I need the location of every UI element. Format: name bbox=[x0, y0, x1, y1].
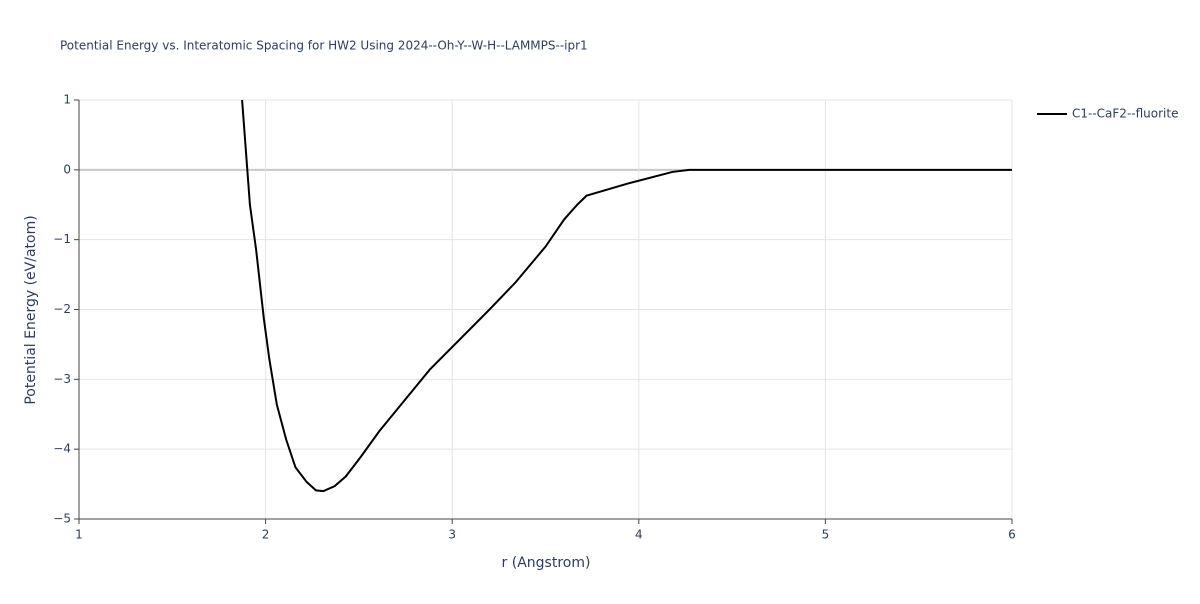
x-axis-label: r (Angstrom) bbox=[502, 555, 591, 571]
line-series bbox=[241, 99, 1012, 493]
y-tick-label: −3 bbox=[53, 372, 71, 386]
x-tick-label: 3 bbox=[448, 528, 456, 542]
y-tick-label: 1 bbox=[63, 93, 71, 107]
x-tick-label: 2 bbox=[262, 528, 270, 542]
x-tick-label: 1 bbox=[75, 528, 83, 542]
y-tick-label: −4 bbox=[53, 442, 71, 456]
x-tick-label: 5 bbox=[822, 528, 830, 542]
y-tick-label: −1 bbox=[53, 232, 71, 246]
y-tick-label: 0 bbox=[63, 162, 71, 176]
y-axis-label: Potential Energy (eV/atom) bbox=[23, 215, 39, 404]
y-tick-label: −5 bbox=[53, 512, 71, 526]
chart-title: Potential Energy vs. Interatomic Spacing… bbox=[60, 39, 588, 53]
y-tick-label: −2 bbox=[53, 302, 71, 316]
x-tick-label: 4 bbox=[635, 528, 643, 542]
x-tick-label: 6 bbox=[1008, 528, 1016, 542]
legend-label: C1--CaF2--fluorite bbox=[1072, 107, 1178, 121]
